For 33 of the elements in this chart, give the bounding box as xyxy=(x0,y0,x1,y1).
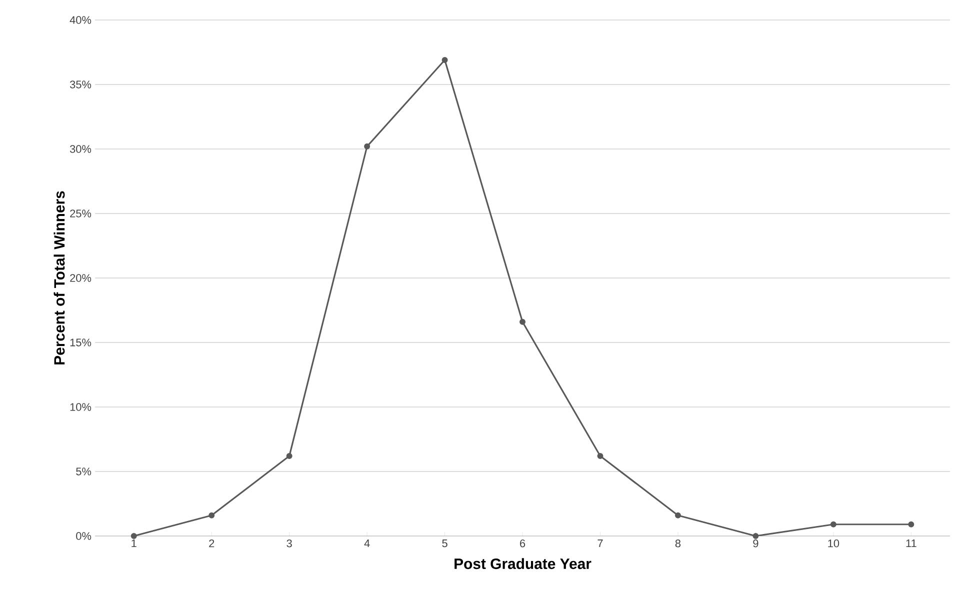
y-tick-label: 5% xyxy=(76,468,92,476)
y-tick-label: 40% xyxy=(70,16,92,24)
point xyxy=(752,532,759,539)
point xyxy=(442,56,448,63)
y-tick-label: 15% xyxy=(70,338,92,346)
x-tick-label: 1 xyxy=(132,540,136,548)
x-tick-label: 2 xyxy=(209,540,214,548)
y-tick-label: 35% xyxy=(70,80,92,88)
x-tick-label: 10 xyxy=(828,540,840,548)
x-tick-label: 3 xyxy=(286,540,292,548)
point xyxy=(908,521,914,528)
x-tick-label: 6 xyxy=(520,540,526,548)
point xyxy=(674,512,681,518)
x-tick-label: 9 xyxy=(753,540,758,548)
y-tick-label: 25% xyxy=(70,210,92,218)
x-tick-label: 7 xyxy=(598,540,603,548)
x-axis-title: Post Graduate Year xyxy=(454,558,592,570)
point xyxy=(830,521,836,528)
x-tick-label: 4 xyxy=(364,540,370,548)
x-tick-label: 8 xyxy=(675,540,681,548)
point xyxy=(130,532,137,539)
y-tick-label: 0% xyxy=(76,532,92,540)
point xyxy=(286,453,292,460)
x-tick-label: 11 xyxy=(906,540,916,548)
point xyxy=(520,318,526,325)
y-tick-label: 30% xyxy=(70,145,92,153)
y-tick-label: 10% xyxy=(70,403,92,411)
point xyxy=(597,453,604,460)
point xyxy=(364,143,370,150)
y-tick-label: 20% xyxy=(70,274,92,282)
x-tick-label: 5 xyxy=(442,540,448,548)
y-axis-title: Percent of Total Winners xyxy=(54,191,65,364)
point xyxy=(208,512,215,518)
